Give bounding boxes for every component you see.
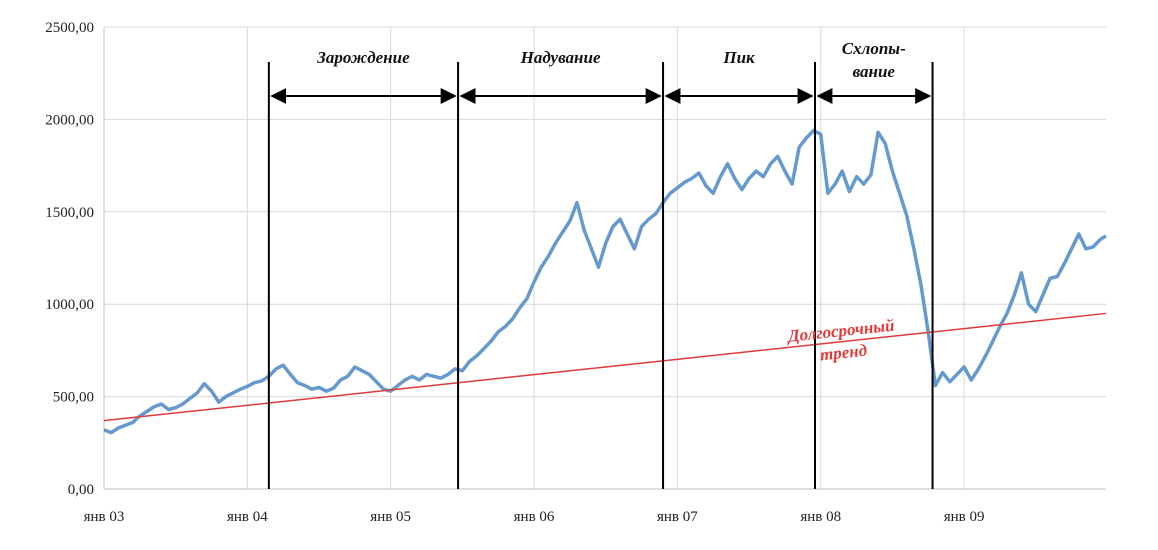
x-tick-labels: янв 03 янв 04 янв 05 янв 06 янв 07 янв 08 янв …: [84, 509, 985, 525]
x-tick-label: янв 06: [514, 509, 555, 525]
phase-labels: Зарождение Надувание Пик Схлопы-вание: [316, 39, 906, 81]
series-layer: [103, 128, 1107, 435]
y-tick-label: 2000,00: [45, 112, 94, 128]
y-tick-label: 500,00: [53, 390, 94, 406]
x-tick-label: янв 05: [370, 509, 411, 525]
y-tick-label: 2500,00: [45, 20, 94, 36]
phase-label: Надувание: [520, 48, 601, 67]
y-tick-label: 1500,00: [45, 205, 94, 221]
phase-lines: [267, 62, 934, 489]
x-tick-label: янв 09: [944, 509, 985, 525]
phase-label: Пик: [722, 48, 755, 67]
x-tick-label: янв 04: [227, 509, 268, 525]
y-tick-labels: 0,00 500,00 1000,00 1500,00 2000,00 2500,00: [45, 20, 94, 498]
y-tick-label: 1000,00: [45, 297, 94, 313]
x-tick-label: янв 08: [800, 509, 841, 525]
trend-line: [103, 312, 1107, 422]
phase-label: Схлопы-вание: [842, 39, 906, 81]
y-tick-label: 0,00: [68, 482, 94, 498]
x-tick-label: янв 07: [657, 509, 698, 525]
x-tick-label: янв 03: [84, 509, 125, 525]
axes: [103, 27, 1106, 490]
gridlines: [104, 26, 1106, 489]
index-series-line: [103, 128, 1107, 435]
phase-label: Зарождение: [316, 48, 410, 67]
